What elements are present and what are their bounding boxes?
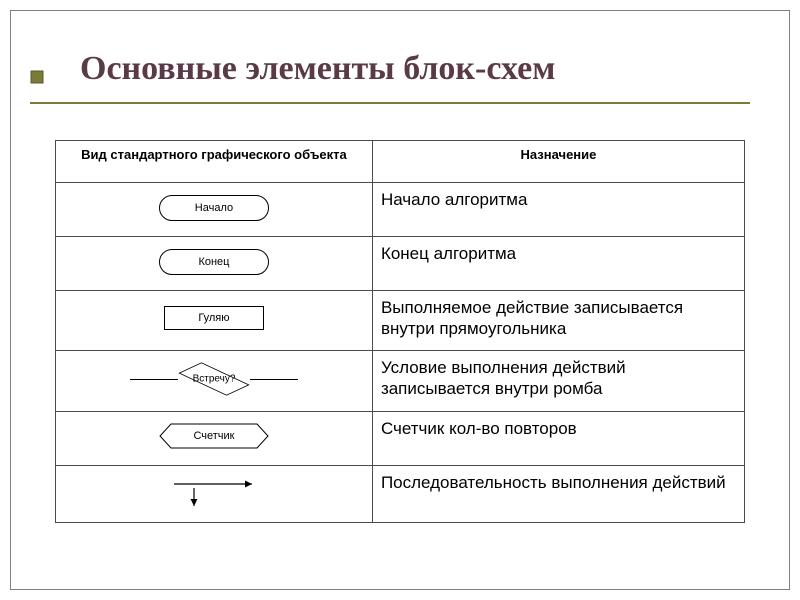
desc-cell: Последовательность выполнения действий	[372, 465, 744, 522]
shape-label: Начало	[195, 202, 233, 214]
process-shape: Гуляю	[164, 306, 264, 330]
shape-cell-terminator-start: Начало	[56, 183, 373, 237]
preparation-shape: Счетчик	[159, 423, 269, 449]
flowchart-elements-table: Вид стандартного графического объекта На…	[55, 140, 745, 523]
table-header-row: Вид стандартного графического объекта На…	[56, 141, 745, 183]
terminator-shape: Конец	[159, 249, 269, 275]
decision-shape: Встречу?	[124, 359, 304, 399]
table-row: Встречу? Условие выполнения действий зап…	[56, 350, 745, 411]
shape-label: Счетчик	[159, 423, 269, 449]
shape-label: Гуляю	[198, 312, 229, 324]
desc-cell: Конец алгоритма	[372, 237, 744, 291]
page-title: Основные элементы блок-схем	[80, 50, 555, 88]
title-underline	[30, 102, 750, 104]
arrows-shape	[144, 474, 284, 510]
shape-cell-preparation: Счетчик	[56, 411, 373, 465]
desc-cell: Выполняемое действие записывается внутри…	[372, 291, 744, 351]
table-row: Конец Конец алгоритма	[56, 237, 745, 291]
desc-cell: Счетчик кол-во повторов	[372, 411, 744, 465]
col-header-shape: Вид стандартного графического объекта	[56, 141, 373, 183]
table-row: Гуляю Выполняемое действие записывается …	[56, 291, 745, 351]
desc-cell: Условие выполнения действий записывается…	[372, 350, 744, 411]
table-row: Счетчик Счетчик кол-во повторов	[56, 411, 745, 465]
table-row: Начало Начало алгоритма	[56, 183, 745, 237]
terminator-shape: Начало	[159, 195, 269, 221]
shape-cell-process: Гуляю	[56, 291, 373, 351]
connector-line	[250, 379, 298, 380]
shape-cell-arrows	[56, 465, 373, 522]
shape-label: Конец	[198, 256, 229, 268]
desc-cell: Начало алгоритма	[372, 183, 744, 237]
shape-cell-terminator-end: Конец	[56, 237, 373, 291]
connector-line	[130, 379, 178, 380]
shape-cell-decision: Встречу?	[56, 350, 373, 411]
bullet-icon	[30, 70, 44, 84]
shape-label: Встречу?	[193, 373, 236, 384]
col-header-description: Назначение	[372, 141, 744, 183]
table-row: Последовательность выполнения действий	[56, 465, 745, 522]
